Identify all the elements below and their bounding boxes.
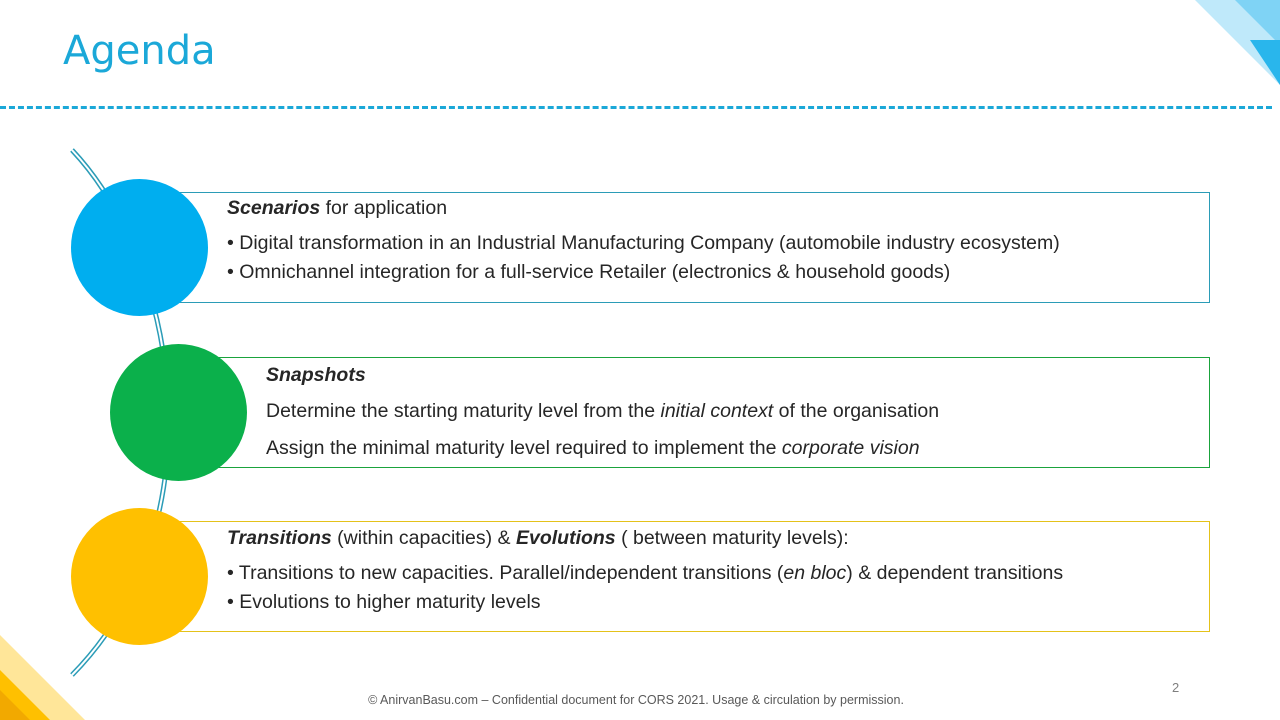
snapshots-line-2-emphasis: corporate vision bbox=[781, 437, 920, 459]
snapshots-line-2-text: Assign the minimal maturity level requir… bbox=[266, 437, 782, 459]
title-divider bbox=[0, 106, 1272, 109]
transitions-bullet-1-tail: ) & dependent transitions bbox=[846, 562, 1064, 584]
transitions-bullet-1-text: • Transitions to new capacities. Paralle… bbox=[227, 562, 784, 584]
snapshots-line-1-emphasis: initial context bbox=[660, 400, 774, 422]
transitions-heading-tail: ( between maturity levels): bbox=[615, 527, 849, 549]
transitions-circle-icon bbox=[71, 508, 208, 645]
slide-title: Agenda bbox=[63, 28, 216, 74]
agenda-item-transitions bbox=[140, 521, 1210, 632]
bottom-left-corner-decoration bbox=[0, 635, 85, 720]
evolutions-heading-emphasis: Evolutions bbox=[515, 527, 616, 549]
transitions-bullet-1-emphasis: en bloc bbox=[783, 562, 847, 584]
scenarios-bullet-1: • Digital transformation in an Industria… bbox=[227, 232, 1060, 254]
scenarios-heading-emphasis: Scenarios bbox=[227, 197, 321, 219]
snapshots-line-2: Assign the minimal maturity level requir… bbox=[266, 437, 920, 460]
top-right-corner-decoration bbox=[1195, 0, 1280, 85]
transitions-bullet-2: • Evolutions to higher maturity levels bbox=[227, 591, 541, 613]
scenarios-heading-text: for application bbox=[320, 197, 448, 219]
transitions-heading-emphasis: Transitions bbox=[227, 527, 332, 549]
snapshots-line-1: Determine the starting maturity level fr… bbox=[266, 400, 939, 423]
footer-text: © AnirvanBasu.com – Confidential documen… bbox=[368, 693, 904, 707]
snapshots-line-1-text: Determine the starting maturity level fr… bbox=[266, 400, 661, 422]
agenda-item-scenarios bbox=[140, 192, 1210, 303]
transitions-bullet-1: • Transitions to new capacities. Paralle… bbox=[227, 562, 1063, 585]
snapshots-line-1-tail: of the organisation bbox=[773, 400, 940, 422]
transitions-heading-mid: (within capacities) & bbox=[331, 527, 516, 549]
scenarios-heading: Scenarios for application bbox=[227, 197, 447, 220]
snapshots-heading: Snapshots bbox=[266, 364, 366, 386]
agenda-item-snapshots bbox=[180, 357, 1210, 468]
page-number: 2 bbox=[1172, 680, 1180, 695]
snapshots-circle-icon bbox=[110, 344, 247, 481]
scenarios-circle-icon bbox=[71, 179, 208, 316]
transitions-heading: Transitions (within capacities) & Evolut… bbox=[227, 527, 849, 550]
scenarios-bullet-2: • Omnichannel integration for a full-ser… bbox=[227, 261, 951, 283]
